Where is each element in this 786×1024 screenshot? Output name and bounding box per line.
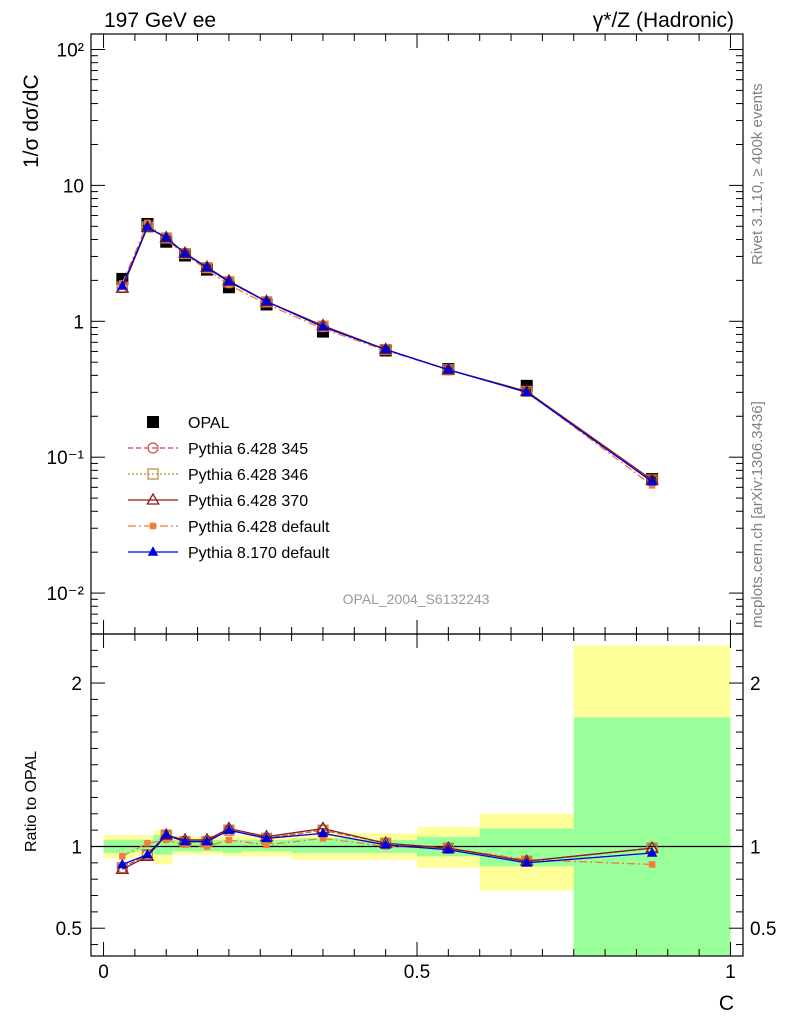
legend: OPAL Pythia 6.428 345 Pythia 6.428 346 Pyth… [128,415,330,562]
main-point-5-10 [521,386,532,397]
legend-marker-2 [147,468,159,480]
ratio-point-3-1 [144,839,151,847]
main-point-5-8 [380,343,391,354]
legend-marker-4 [149,522,157,530]
ratio-y-tick-label-right: 1 [750,837,761,858]
main-y-axis-title: 1/σ dσ/dC [20,74,43,168]
main-y-tick-label: 10 [63,176,84,197]
ratio-band-inner-7 [291,838,355,854]
ratio-point-4-2 [160,829,172,839]
legend-entry-0: OPAL [147,415,230,432]
main-frame [90,33,744,635]
main-point-5-3 [179,247,191,258]
main-point-5-6 [261,295,272,306]
main-point-5-2 [160,231,172,242]
ratio-point-3-2 [162,836,170,844]
x-tick-label: 0 [98,962,109,983]
ratio-point-4-11 [646,847,658,857]
main-point-5-5 [223,275,235,286]
ratio-point-3-11 [648,861,656,868]
legend-label-4: Pythia 6.428 default [188,519,330,536]
ratio-point-4-5 [223,824,235,834]
legend-entry-2: Pythia 6.428 346 [128,467,308,484]
main-y-tick-label: 1 [73,312,84,333]
ratio-point-2-2 [159,827,174,840]
main-point-5-11 [646,475,658,486]
legend-marker-0 [147,416,159,428]
main-y-tick-label: 10⁻² [47,584,85,605]
analysis-id-label: OPAL_2004_S6132243 [343,591,490,607]
ratio-point-4-6 [261,832,272,843]
main-y-tick-label: 10⁻¹ [47,448,85,469]
ratio-y-tick-label-right: 0.5 [750,919,776,940]
legend-label-2: Pythia 6.428 346 [188,467,308,484]
legend-label-1: Pythia 6.428 345 [188,441,308,458]
ratio-y-tick-label: 1 [71,837,82,858]
ratio-point-3-5 [225,836,233,844]
main-y-tick-label: 10² [57,40,84,61]
ratio-point-4-7 [317,827,329,838]
legend-entry-1: Pythia 6.428 345 [128,441,308,458]
ratio-point-3-6 [263,841,270,849]
legend-entry-4: Pythia 6.428 default [128,519,330,536]
ratio-series-4 [117,824,658,869]
legend-marker-1 [147,442,159,454]
main-series-5 [117,221,658,486]
legend-entry-3: Pythia 6.428 370 [128,492,308,510]
main-point-5-7 [317,321,329,331]
energy-label: 197 GeV ee [104,9,216,32]
ratio-point-4-3 [179,835,191,846]
legend-marker-3 [146,492,160,505]
legend-label-5: Pythia 8.170 default [188,545,330,562]
main-plot-panel: 10⁻² 10⁻¹ 1 10 10² 1/σ dσ/dC OPAL_2004_S6132… [20,33,744,635]
legend-label-3: Pythia 6.428 370 [188,493,308,510]
ratio-y-tick-label: 0.5 [56,919,82,940]
ratio-point-4-4 [201,835,213,846]
ratio-y-tick-label-right: 2 [750,674,761,695]
ratio-point-4-0 [117,858,128,869]
ratio-y-axis-title: Ratio to OPAL [23,751,40,852]
ratio-point-4-8 [380,839,391,849]
main-point-5-9 [443,363,454,374]
main-series-line-5 [121,225,653,483]
ratio-point-3-0 [119,853,126,860]
legend-entry-5: Pythia 8.170 default [128,545,330,562]
x-axis-title: C [719,992,734,1015]
main-point-5-0 [117,280,128,290]
ratio-point-4-1 [142,848,153,859]
ratio-y-tick-label: 2 [71,674,82,695]
ratio-point-4-10 [521,857,532,867]
ratio-band-inner-11 [573,717,731,956]
ratio-point-3-7 [319,835,327,842]
ratio-point-2-0 [115,862,130,875]
ratio-plot-panel: 0.5 0.5 1 1 2 2 0 0.5 1 Ratio to OPAL C [23,633,776,1015]
legend-marker-5 [147,546,159,556]
ratio-point-4-9 [443,844,454,854]
ratio-point-3-4 [203,843,211,850]
process-label: γ*/Z (Hadronic) [593,9,734,32]
main-point-5-4 [201,261,213,272]
main-point-5-1 [142,221,153,231]
x-tick-label: 0.5 [404,962,430,983]
mcplots-credit-label: mcplots.cern.ch [arXiv:1306.3436] [749,401,766,628]
rivet-version-label: Rivet 3.1.10, ≥ 400k events [749,83,766,265]
legend-label-0: OPAL [188,415,230,432]
x-tick-label: 1 [725,962,736,983]
